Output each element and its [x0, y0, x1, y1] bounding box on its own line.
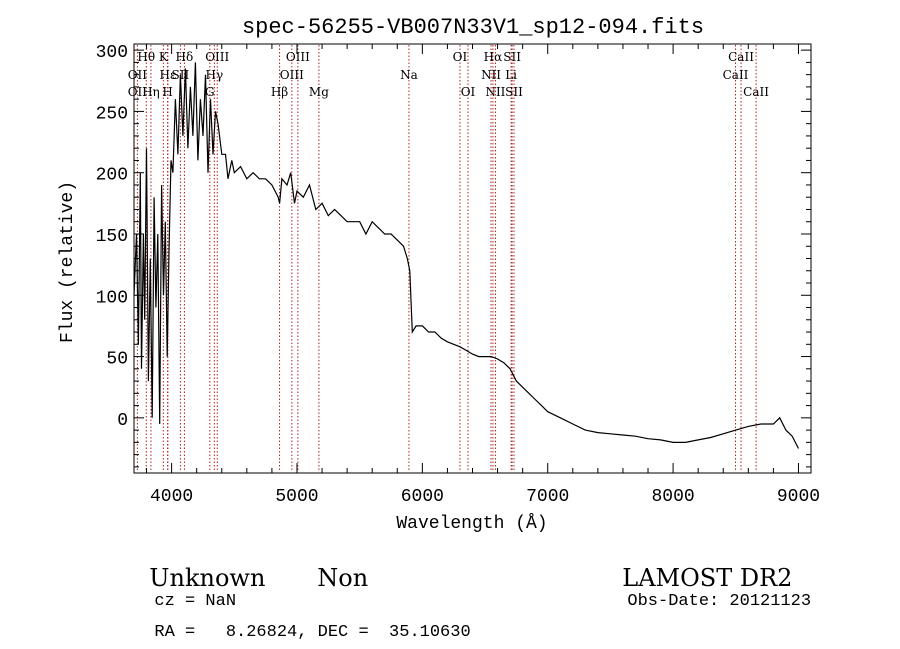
y-tick-label: 150	[96, 227, 128, 247]
y-axis-label: Flux (relative)	[58, 181, 78, 343]
spectral-line-label: OIII	[205, 50, 229, 64]
x-tick-label: 6000	[401, 487, 444, 507]
spectral-line-label: NII	[485, 85, 505, 99]
obs-date-value: Obs-Date: 20121123	[627, 592, 812, 611]
spectral-class: Unknown	[134, 536, 265, 592]
spectral-line-label: Na	[400, 68, 418, 82]
x-axis-ticks: 4000 5000 6000 7000 8000 9000	[146, 44, 820, 507]
y-tick-label: 0	[117, 411, 128, 431]
x-tick-label: 4000	[150, 487, 193, 507]
spectral-line-label: NII	[481, 68, 501, 82]
spectral-line-label: CaII	[728, 50, 754, 64]
spectral-line-markers	[136, 45, 757, 472]
spectral-line-label: Hβ	[271, 85, 288, 99]
spectral-line-label: Hγ	[206, 68, 224, 82]
x-axis-label: Wavelength (Å)	[396, 513, 547, 534]
y-tick-label: 300	[96, 43, 128, 63]
y-tick-label: 250	[96, 104, 128, 124]
spectral-line-label: SII	[505, 85, 523, 99]
observation-date: Obs-Date: 20121123	[607, 573, 811, 611]
survey-name: LAMOST DR2	[607, 536, 792, 592]
spectrum-series-line	[133, 62, 800, 449]
redshift-info: cz = NaN	[134, 573, 236, 611]
y-tick-label: 50	[106, 350, 128, 370]
ra-dec-value: RA = 8.26824, DEC = 35.10630	[154, 623, 471, 642]
spectral-line-label: Hα	[484, 50, 503, 64]
plot-frame	[133, 43, 812, 474]
spectral-line-label: Hδ	[176, 50, 194, 64]
spectral-subclass: Non	[302, 536, 368, 592]
spectral-line-label: Mg	[309, 85, 329, 99]
x-tick-label: 7000	[526, 487, 569, 507]
cz-value: cz = NaN	[154, 592, 237, 611]
subclass-label: Non	[317, 564, 369, 592]
spectral-line-label: OI	[461, 85, 476, 99]
y-tick-label: 200	[96, 166, 128, 186]
spectral-line-label: Hθ	[137, 50, 155, 64]
class-label: Unknown	[149, 564, 266, 592]
coordinates-info: RA = 8.26824, DEC = 35.10630	[134, 604, 471, 642]
spectral-line-label: CaII	[743, 85, 769, 99]
spectral-line-label: G	[205, 85, 215, 99]
spectral-line-label: Hη	[142, 85, 160, 99]
spectral-line-label: OI	[453, 50, 468, 64]
y-tick-label: 100	[96, 288, 128, 308]
spectral-line-label: CaII	[723, 68, 749, 82]
spectral-line-label: OIII	[286, 50, 310, 64]
spectral-line-label: SII	[503, 50, 521, 64]
spectral-line-label: Li	[505, 68, 517, 82]
spectral-line-label: H	[162, 85, 172, 99]
x-tick-label: 5000	[275, 487, 318, 507]
x-tick-label: 9000	[777, 487, 820, 507]
spectral-line-label: Hε	[160, 68, 177, 82]
chart-title: spec-56255-VB007N33V1_sp12-094.fits	[242, 15, 704, 40]
spectral-line-label: K	[159, 50, 169, 64]
y-axis-ticks: 0 50 100 150 200 250 300	[96, 43, 811, 468]
spectral-line-label: OII	[128, 85, 148, 99]
x-tick-label: 8000	[651, 487, 694, 507]
spectral-line-label: OIII	[280, 68, 304, 82]
survey-label: LAMOST DR2	[622, 564, 793, 592]
